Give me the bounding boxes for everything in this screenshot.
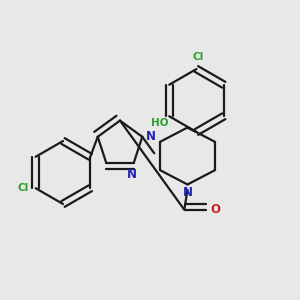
Text: Cl: Cl (18, 183, 29, 193)
Text: N: N (127, 168, 137, 181)
Text: N: N (182, 186, 193, 199)
Text: O: O (210, 203, 220, 216)
Text: Cl: Cl (192, 52, 204, 61)
Text: HO: HO (151, 118, 168, 128)
Text: N: N (146, 130, 156, 143)
